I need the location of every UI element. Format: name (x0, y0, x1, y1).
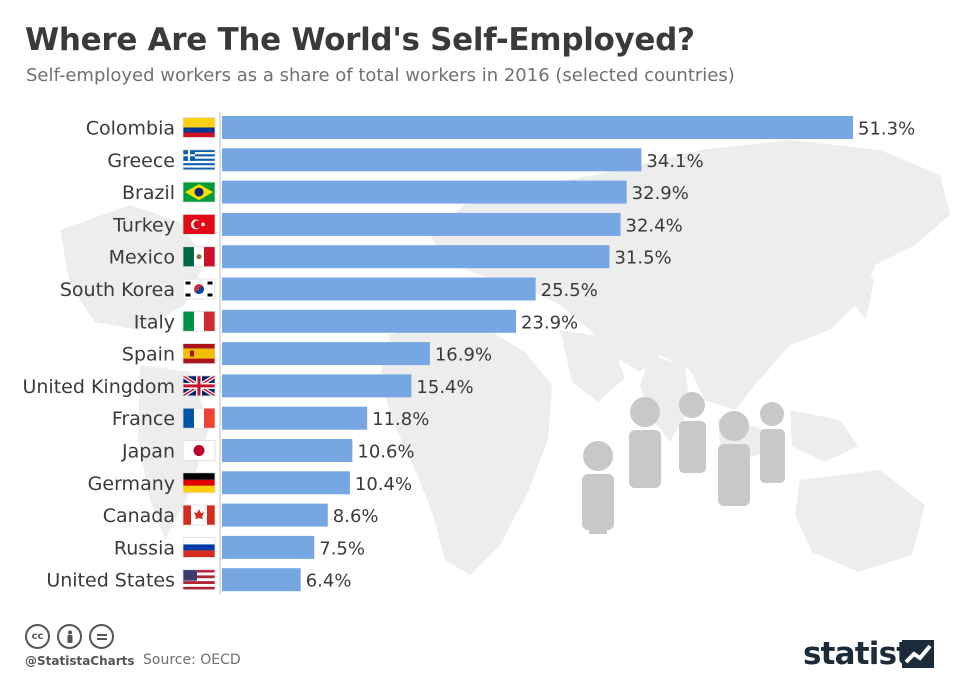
south-korea-flag (182, 278, 216, 300)
bar (222, 568, 301, 592)
bar (222, 148, 642, 172)
category-label: Mexico (109, 247, 175, 269)
category-label: Italy (134, 311, 175, 333)
value-label: 16.9% (435, 345, 492, 366)
value-label: 32.4% (626, 215, 683, 236)
category-label: Germany (88, 473, 175, 495)
bar (222, 116, 853, 139)
bar-row-canada: Canada 8.6% (103, 503, 379, 527)
category-label: Colombia (86, 118, 175, 140)
united-states-flag (182, 569, 216, 591)
bar-row-mexico: Mexico 31.5% (109, 245, 672, 269)
source-note: Source: OECD (143, 652, 241, 668)
greece-flag (182, 149, 216, 171)
by-icon (57, 624, 82, 649)
bar (222, 212, 621, 236)
value-label: 10.4% (355, 474, 412, 495)
category-label: Canada (103, 505, 175, 527)
value-label: 8.6% (333, 506, 379, 527)
chart-subtitle: Self-employed workers as a share of tota… (26, 65, 735, 86)
bar (222, 277, 536, 301)
bar (222, 245, 610, 269)
value-label: 15.4% (416, 377, 473, 398)
bar (222, 439, 353, 462)
value-label: 25.5% (541, 280, 598, 301)
germany-flag (182, 472, 216, 494)
category-label: Russia (114, 537, 175, 559)
bar-row-united-kingdom: United Kingdom 15.4% (22, 374, 474, 398)
value-label: 7.5% (319, 538, 365, 559)
license-icons: cc (25, 624, 114, 649)
category-label: Japan (121, 441, 175, 463)
bar-row-spain: Spain 16.9% (122, 342, 492, 366)
bar-row-japan: Japan 10.6% (121, 439, 415, 463)
category-label: South Korea (60, 279, 175, 301)
bar (222, 309, 516, 333)
social-handle: @StatistaCharts (25, 654, 135, 668)
category-label: United Kingdom (22, 376, 175, 398)
russia-flag (182, 537, 216, 558)
bar (222, 180, 627, 204)
bar-row-brazil: Brazil 32.9% (122, 180, 689, 204)
category-label: Turkey (112, 214, 175, 236)
united-kingdom-flag (181, 374, 217, 398)
value-label: 51.3% (858, 119, 915, 140)
bar-row-russia: Russia 7.5% (114, 535, 365, 559)
people-illustration (582, 392, 785, 534)
value-label: 31.5% (614, 248, 671, 269)
mexico-flag (182, 246, 216, 268)
category-label: Spain (122, 344, 175, 366)
category-label: United States (46, 570, 175, 592)
cc-icon: cc (25, 624, 50, 649)
value-label: 10.6% (357, 442, 414, 463)
bar (222, 471, 350, 495)
value-label: 11.8% (372, 409, 429, 430)
bar-row-france: France 11.8% (112, 406, 429, 430)
bar (222, 535, 315, 559)
bar (222, 406, 368, 430)
italy-flag (182, 310, 216, 332)
bar-row-greece: Greece 34.1% (107, 148, 704, 172)
france-flag (182, 407, 216, 429)
bar-row-italy: Italy 23.9% (134, 309, 578, 333)
bar-row-colombia: Colombia 51.3% (86, 116, 915, 140)
spain-flag (182, 343, 216, 365)
canada-flag (182, 504, 216, 526)
bar (222, 503, 328, 527)
brazil-flag (182, 181, 216, 203)
category-label: France (112, 408, 175, 430)
value-label: 23.9% (521, 312, 578, 333)
colombia-flag (182, 117, 216, 138)
turkey-flag (182, 213, 216, 235)
bar (222, 374, 412, 398)
value-label: 32.9% (632, 183, 689, 204)
japan-flag (182, 440, 216, 461)
chart-title: Where Are The World's Self-Employed? (25, 22, 695, 58)
value-label: 34.1% (646, 151, 703, 172)
bar-row-germany: Germany 10.4% (88, 471, 412, 495)
bar-row-united-states: United States 6.4% (46, 568, 351, 592)
bar-row-south-korea: South Korea 25.5% (60, 277, 598, 301)
category-label: Greece (107, 150, 175, 172)
category-label: Brazil (122, 182, 175, 204)
statista-logo-icon (902, 640, 934, 668)
nd-icon (89, 624, 114, 649)
bar-row-turkey: Turkey 32.4% (112, 212, 683, 236)
bar (222, 342, 430, 366)
value-label: 6.4% (306, 571, 352, 592)
